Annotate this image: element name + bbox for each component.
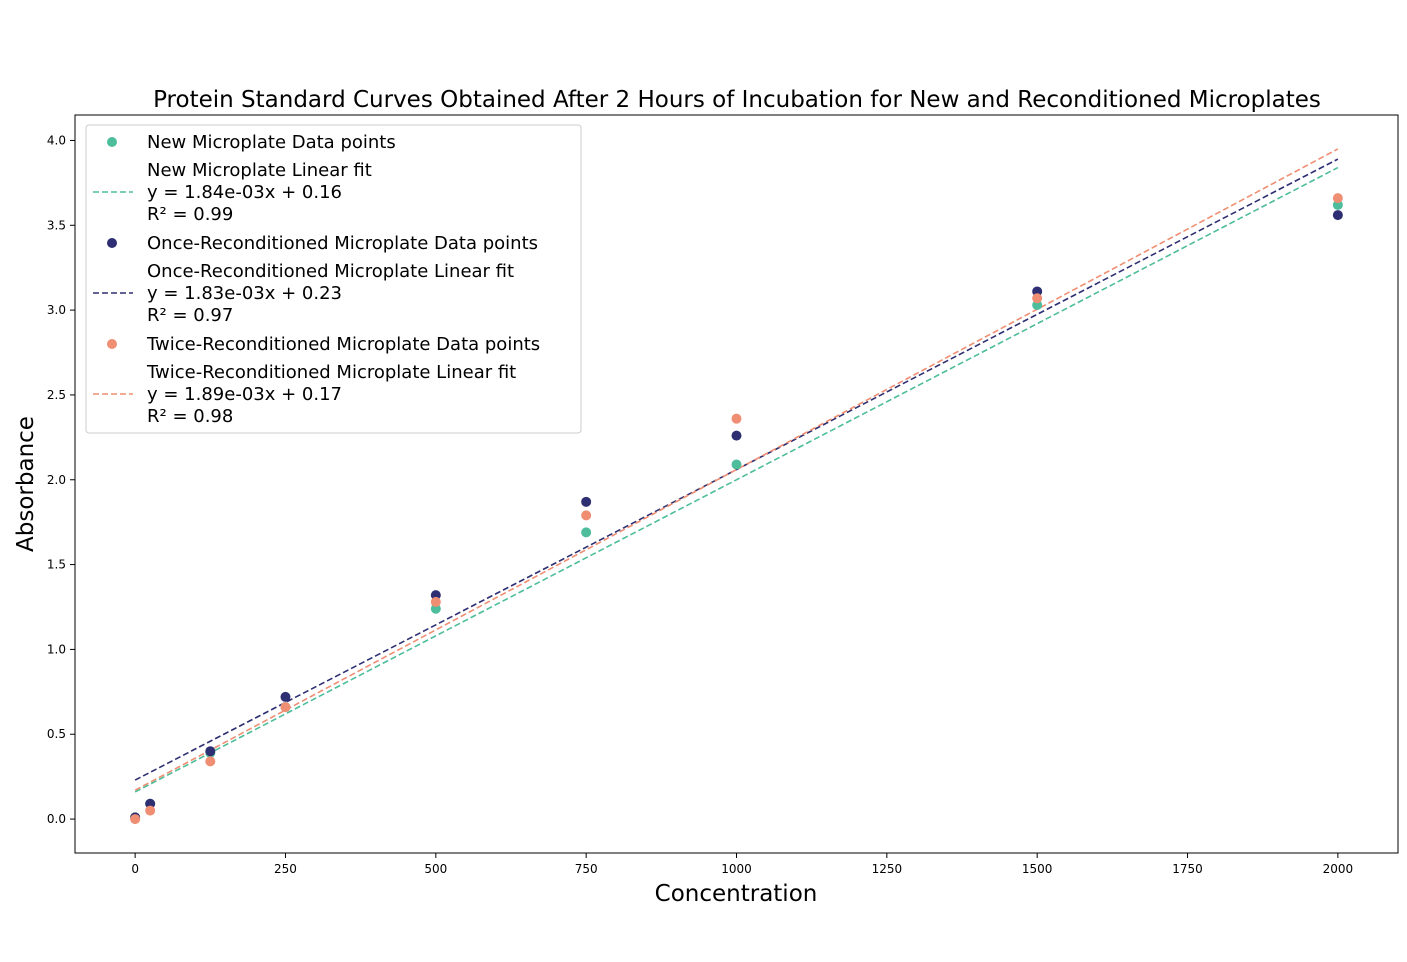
plot-area bbox=[130, 148, 1343, 825]
x-tick-label: 0 bbox=[131, 862, 139, 876]
data-point-series-3 bbox=[430, 596, 441, 607]
y-tick-label: 1.5 bbox=[47, 558, 66, 572]
legend-label-r2: R² = 0.97 bbox=[147, 305, 233, 326]
data-point-series-2 bbox=[581, 496, 592, 507]
x-tick-label: 750 bbox=[575, 862, 598, 876]
data-point-series-2 bbox=[280, 691, 291, 702]
y-tick-label: 0.0 bbox=[47, 812, 66, 826]
y-axis: 0.0 0.5 1.0 1.5 2.0 2.5 3.0 3.5 4.0 bbox=[47, 133, 75, 826]
legend-box bbox=[85, 124, 582, 434]
y-tick-label: 2.5 bbox=[47, 388, 66, 402]
y-tick-label: 1.0 bbox=[47, 642, 66, 656]
y-tick-label: 4.0 bbox=[47, 133, 66, 147]
legend-marker-points bbox=[107, 339, 117, 349]
chart-title: Protein Standard Curves Obtained After 2… bbox=[153, 87, 1321, 113]
x-tick-label: 2000 bbox=[1323, 862, 1354, 876]
data-point-series-3 bbox=[1332, 193, 1343, 204]
x-axis: 0 250 500 750 1000 1250 1500 1750 2000 bbox=[131, 853, 1353, 876]
data-point-series-3 bbox=[145, 805, 156, 816]
x-tick-label: 1500 bbox=[1022, 862, 1053, 876]
data-point-series-2 bbox=[731, 430, 742, 441]
x-tick-label: 500 bbox=[424, 862, 447, 876]
legend-label-equation: y = 1.84e-03x + 0.16 bbox=[147, 182, 342, 203]
legend-marker-points bbox=[107, 238, 117, 248]
x-tick-label: 250 bbox=[274, 862, 297, 876]
legend: New Microplate Data points New Microplate… bbox=[85, 124, 582, 434]
legend-label-points: New Microplate Data points bbox=[147, 132, 396, 153]
data-point-series-1 bbox=[581, 527, 592, 538]
x-axis-label: Concentration bbox=[655, 881, 818, 907]
data-point-series-3 bbox=[731, 413, 742, 424]
legend-label-points: Once-Reconditioned Microplate Data point… bbox=[147, 233, 538, 254]
data-point-series-2 bbox=[1332, 210, 1343, 221]
data-point-series-3 bbox=[205, 756, 216, 767]
legend-label-points: Twice-Reconditioned Microplate Data poin… bbox=[146, 334, 540, 355]
data-point-series-3 bbox=[280, 702, 291, 713]
y-tick-label: 0.5 bbox=[47, 727, 66, 741]
legend-label-fit: Twice-Reconditioned Microplate Linear fi… bbox=[146, 362, 516, 383]
y-tick-label: 2.0 bbox=[47, 473, 66, 487]
legend-label-equation: y = 1.83e-03x + 0.23 bbox=[147, 283, 342, 304]
data-point-series-3 bbox=[581, 510, 592, 521]
x-tick-label: 1750 bbox=[1172, 862, 1203, 876]
x-tick-label: 1000 bbox=[721, 862, 752, 876]
y-tick-label: 3.5 bbox=[47, 218, 66, 232]
legend-label-fit: New Microplate Linear fit bbox=[147, 160, 372, 181]
legend-marker-points bbox=[107, 137, 117, 147]
fit-line-3 bbox=[134, 148, 1339, 791]
legend-label-fit: Once-Reconditioned Microplate Linear fit bbox=[147, 261, 514, 282]
data-point-series-3 bbox=[1032, 293, 1043, 304]
legend-label-r2: R² = 0.99 bbox=[147, 204, 233, 225]
x-tick-label: 1250 bbox=[872, 862, 903, 876]
data-point-series-3 bbox=[130, 814, 141, 825]
legend-label-equation: y = 1.89e-03x + 0.17 bbox=[147, 384, 342, 405]
y-axis-label: Absorbance bbox=[13, 416, 39, 552]
fit-line-2 bbox=[134, 158, 1339, 781]
y-tick-label: 3.0 bbox=[47, 303, 66, 317]
legend-label-r2: R² = 0.98 bbox=[147, 406, 233, 427]
data-point-series-2 bbox=[205, 746, 216, 757]
data-point-series-1 bbox=[731, 459, 742, 470]
fit-line-1 bbox=[134, 166, 1339, 793]
